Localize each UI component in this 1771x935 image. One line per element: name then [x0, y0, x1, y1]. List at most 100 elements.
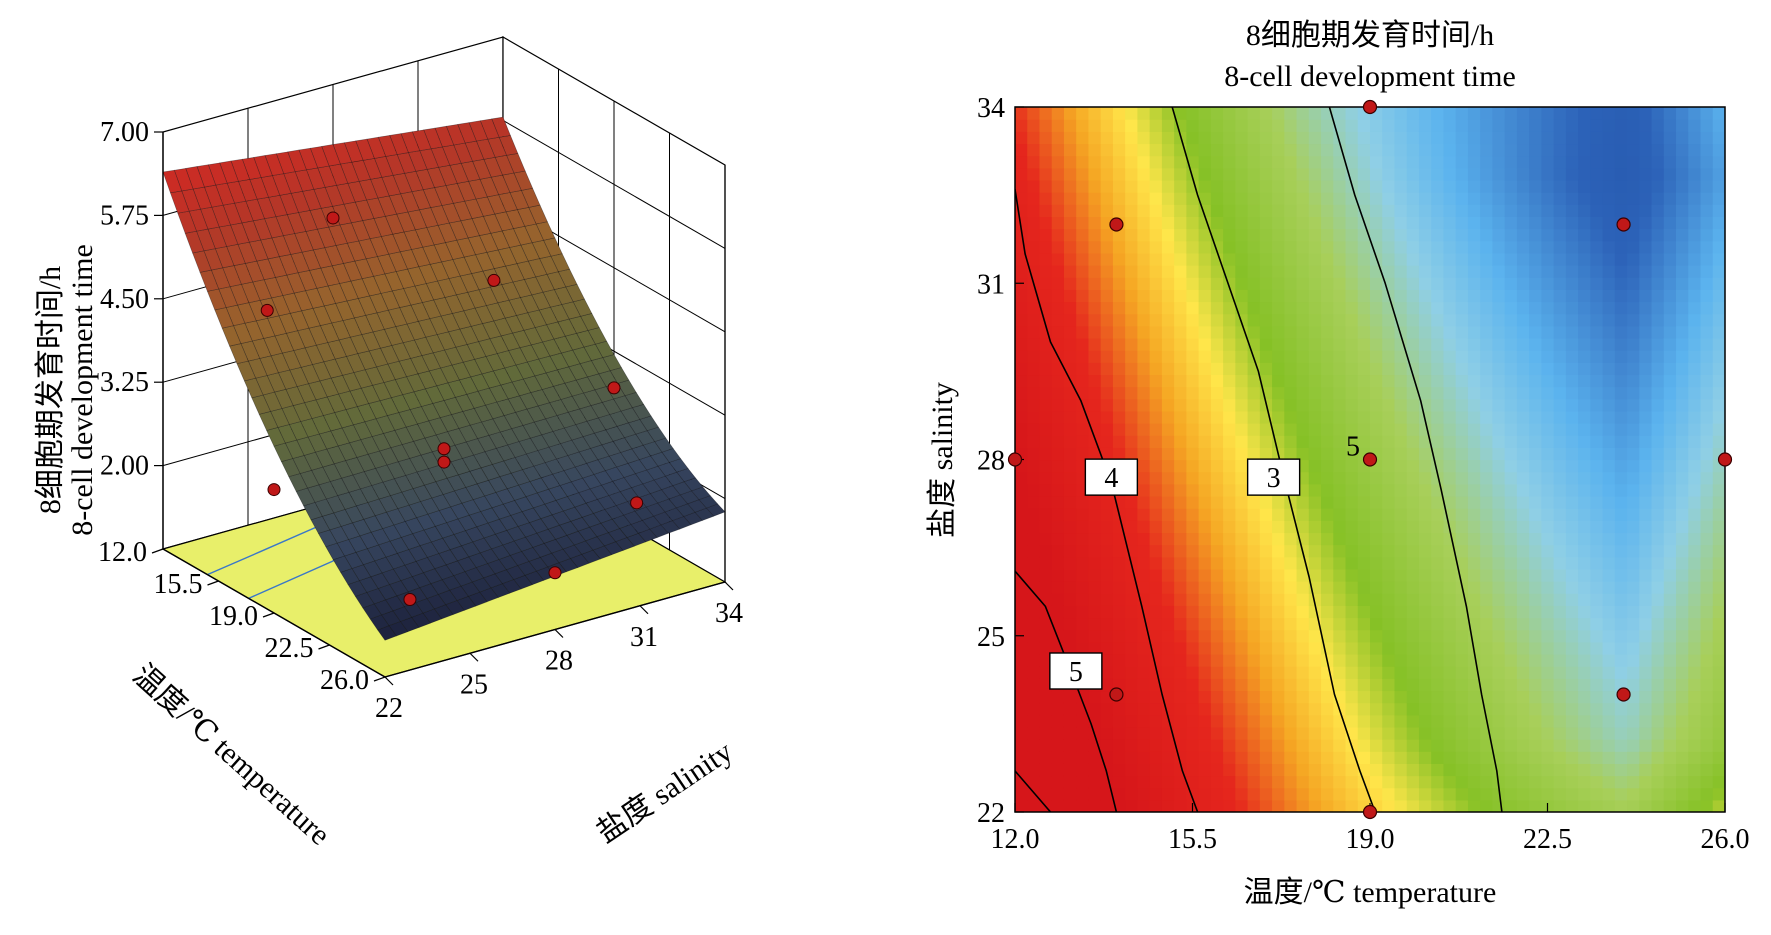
- heatmap-cell: [1125, 641, 1139, 655]
- heatmap-cell: [1651, 204, 1665, 217]
- heatmap-cell: [1161, 666, 1175, 679]
- heatmap-cell: [1504, 228, 1518, 242]
- heatmap-cell: [1590, 228, 1604, 242]
- heatmap-cell: [1210, 544, 1224, 558]
- salinity-tick-label: 31: [630, 622, 658, 653]
- heatmap-cell: [1639, 119, 1653, 132]
- heatmap-cell: [1627, 265, 1640, 278]
- heatmap-cell: [1137, 179, 1151, 193]
- heatmap-cell: [1272, 568, 1285, 582]
- heatmap-cell: [1051, 386, 1065, 400]
- heatmap-cell: [1321, 337, 1334, 351]
- heatmap-cell: [1039, 714, 1053, 728]
- heatmap-cell: [1161, 374, 1175, 388]
- surface-design-point: [403, 593, 417, 607]
- heatmap-cell: [1688, 277, 1702, 290]
- heatmap-cell: [1125, 751, 1139, 764]
- heatmap-cell: [1345, 799, 1359, 812]
- heatmap-cell: [1174, 702, 1187, 716]
- heatmap-cell: [1516, 252, 1530, 266]
- heatmap-cell: [1321, 435, 1334, 448]
- heatmap-cell: [1272, 228, 1285, 242]
- heatmap-cell: [1333, 459, 1347, 473]
- heatmap-cell: [1394, 216, 1408, 230]
- surface-design-point: [437, 455, 451, 469]
- heatmap-cell: [1112, 751, 1126, 764]
- heatmap-cell: [1308, 167, 1322, 181]
- heatmap-cell: [1614, 532, 1628, 546]
- heatmap-cell: [1565, 325, 1579, 339]
- heatmap-cell: [1602, 751, 1616, 764]
- heatmap-cell: [1235, 568, 1249, 582]
- heatmap-cell: [1063, 265, 1077, 278]
- heatmap-cell: [1088, 167, 1102, 181]
- heatmap-cell: [1676, 155, 1689, 169]
- heatmap-cell: [1529, 532, 1542, 546]
- heatmap-cell: [1308, 143, 1322, 157]
- heatmap-cell: [1712, 350, 1725, 363]
- heatmap-cell: [1676, 799, 1689, 812]
- heatmap-cell: [1223, 690, 1236, 704]
- heatmap-cell: [1663, 714, 1677, 728]
- heatmap-cell: [1137, 131, 1151, 145]
- heatmap-cell: [1076, 289, 1090, 303]
- heatmap-cell: [1100, 179, 1114, 193]
- heatmap-cell: [1186, 289, 1200, 303]
- heatmap-cell: [1627, 471, 1640, 485]
- surface-ticks: 2.003.254.505.757.0012.015.519.022.526.0…: [98, 117, 743, 724]
- heatmap-cell: [1529, 666, 1542, 679]
- heatmap-cell: [1027, 374, 1041, 388]
- heatmap-cell: [1700, 228, 1714, 242]
- heatmap-cell: [1100, 726, 1114, 740]
- heatmap-cell: [1565, 629, 1579, 643]
- heatmap-cell: [1186, 192, 1200, 205]
- heatmap-cell: [1296, 155, 1310, 169]
- heatmap-cell: [1590, 277, 1604, 290]
- heatmap-cell: [1210, 325, 1224, 339]
- heatmap-cell: [1259, 568, 1273, 582]
- heatmap-cell: [1565, 289, 1579, 303]
- heatmap-cell: [1296, 337, 1310, 351]
- heatmap-cell: [1137, 398, 1151, 412]
- heatmap-cell: [1210, 799, 1224, 812]
- heatmap-cell: [1565, 337, 1579, 351]
- heatmap-cell: [1186, 520, 1200, 534]
- heatmap-cell: [1223, 775, 1236, 789]
- heatmap-cell: [1602, 435, 1616, 448]
- heatmap-cell: [1492, 763, 1506, 777]
- surface-patch: [169, 190, 190, 214]
- heatmap-cell: [1137, 581, 1151, 594]
- heatmap-cell: [1296, 131, 1310, 145]
- heatmap-cell: [1602, 313, 1616, 327]
- heatmap-cell: [1700, 374, 1714, 388]
- heatmap-cell: [1700, 775, 1714, 789]
- heatmap-cell: [1186, 726, 1200, 740]
- heatmap-cell: [1418, 581, 1432, 594]
- heatmap-cell: [1247, 678, 1261, 692]
- heatmap-cell: [1614, 508, 1628, 521]
- heatmap-cell: [1027, 325, 1041, 339]
- heatmap-cell: [1406, 289, 1420, 303]
- heatmap-cell: [1418, 520, 1432, 534]
- heatmap-cell: [1492, 228, 1506, 242]
- heatmap-cell: [1210, 483, 1224, 497]
- heatmap-cell: [1370, 289, 1383, 303]
- heatmap-cell: [1712, 593, 1725, 606]
- heatmap-cell: [1602, 337, 1616, 351]
- heatmap-cell: [1406, 155, 1420, 169]
- heatmap-cell: [1100, 629, 1114, 643]
- heatmap-cell: [1296, 277, 1310, 290]
- heatmap-cell: [1431, 362, 1445, 376]
- heatmap-cell: [1651, 690, 1665, 704]
- heatmap-cell: [1676, 179, 1689, 193]
- heatmap-cell: [1370, 556, 1383, 570]
- heatmap-cell: [1198, 435, 1212, 448]
- heatmap-cell: [1161, 702, 1175, 716]
- heatmap-cell: [1712, 690, 1725, 704]
- heatmap-cell: [1039, 374, 1053, 388]
- heatmap-cell: [1063, 423, 1077, 436]
- heatmap-cell: [1712, 398, 1725, 412]
- heatmap-cell: [1333, 751, 1347, 764]
- heatmap-cell: [1663, 119, 1677, 132]
- heatmap-cell: [1480, 252, 1494, 266]
